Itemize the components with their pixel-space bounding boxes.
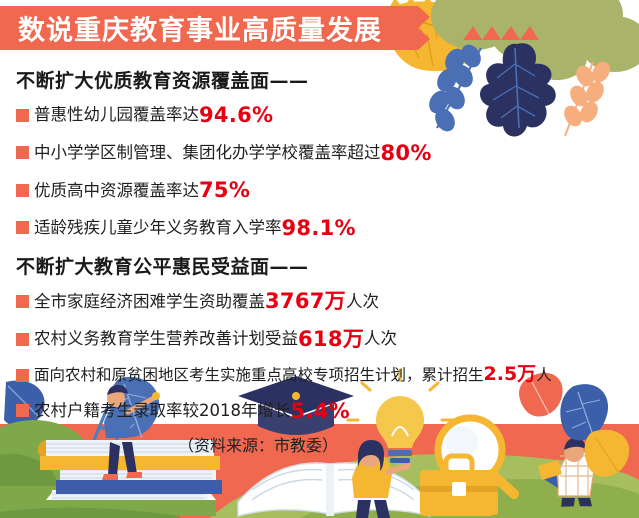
list-item-value: 80% xyxy=(380,140,432,165)
list-item-text: 中小学学区制管理、集团化办学学校覆盖率超过 xyxy=(34,143,381,163)
student-boy-icon xyxy=(538,438,596,518)
list-item: 中小学学区制管理、集团化办学学校覆盖率超过 80% xyxy=(16,137,639,170)
content-area: 不断扩大优质教育资源覆盖面—— 普惠性幼儿园覆盖率达 94.6% 中小学学区制管… xyxy=(0,58,639,432)
list-item-text: 优质高中资源覆盖率达 xyxy=(34,180,199,200)
list-item: 适龄残疾儿童少年义务教育入学率 98.1% xyxy=(16,212,639,245)
page-title: 数说重庆教育事业高质量发展 xyxy=(18,15,382,47)
banner-shape xyxy=(0,6,430,50)
bullet-square-icon xyxy=(16,108,29,122)
list-item-value: 98.1% xyxy=(281,215,356,240)
student-girl-icon xyxy=(352,440,411,518)
list-item: 全市家庭经济困难学生资助覆盖 3767万 人次 xyxy=(16,285,639,318)
section-heading: 不断扩大教育公平惠民受益面—— xyxy=(16,256,309,279)
list-item-value: 75% xyxy=(199,178,251,203)
bullet-square-icon xyxy=(16,404,29,418)
bullet-square-icon xyxy=(16,183,29,197)
list-item-suffix: 人次 xyxy=(345,291,379,311)
coral-zigzag-icon xyxy=(463,26,539,40)
bullet-square-icon xyxy=(16,146,29,160)
list-item: 农村义务教育学生营养改善计划受益 618万 人次 xyxy=(16,323,639,356)
list-item-suffix: 人次 xyxy=(364,329,398,349)
list-item-value: 618万 xyxy=(298,326,365,351)
list-item-text: 农村义务教育学生营养改善计划受益 xyxy=(34,329,298,349)
list-item: 普惠性幼儿园覆盖率达 94.6% xyxy=(16,99,639,132)
bullet-square-icon xyxy=(16,368,29,382)
bullet-square-icon xyxy=(16,294,29,308)
list-item-suffix: 人 xyxy=(536,365,552,384)
list-item: 优质高中资源覆盖率达 75% xyxy=(16,174,639,207)
list-item-text: 全市家庭经济困难学生资助覆盖 xyxy=(34,291,265,311)
list-item-text: 适龄残疾儿童少年义务教育入学率 xyxy=(34,218,282,238)
list-item-text: 农村户籍考生录取率较2018年增长 xyxy=(34,401,291,421)
section-quality-resources: 不断扩大优质教育资源覆盖面—— 普惠性幼儿园覆盖率达 94.6% 中小学学区制管… xyxy=(0,66,639,244)
bullet-square-icon xyxy=(16,221,29,235)
header-banner: 数说重庆教育事业高质量发展 xyxy=(0,6,470,50)
briefcase-icon xyxy=(420,453,498,516)
source-attribution: （资料来源：市教委） xyxy=(178,436,339,455)
green-field-right-icon xyxy=(210,453,639,518)
list-item: 面向农村和原贫困地区考生实施重点高校专项招生计划，累计招生 2.5万 人 xyxy=(16,360,639,389)
bullet-square-icon xyxy=(16,332,29,346)
open-book-icon xyxy=(237,462,431,517)
green-hills-left-icon xyxy=(0,420,194,518)
list-item-value: 3767万 xyxy=(265,289,346,314)
list-item: 农村户籍考生录取率较2018年增长 5.4% xyxy=(16,395,639,428)
list-item-text: 面向农村和原贫困地区考生实施重点高校专项招生计划，累计招生 xyxy=(34,365,484,384)
list-item-value: 94.6% xyxy=(199,103,274,127)
section-heading: 不断扩大优质教育资源覆盖面—— xyxy=(16,70,309,92)
list-item-value: 2.5万 xyxy=(483,363,537,386)
list-item-text: 普惠性幼儿园覆盖率达 xyxy=(34,105,199,125)
list-item-value: 5.4% xyxy=(290,398,350,423)
olive-banana-leaf-icon xyxy=(115,463,197,514)
section-education-equity: 不断扩大教育公平惠民受益面—— 全市家庭经济困难学生资助覆盖 3767万 人次 … xyxy=(0,252,639,427)
grass-edge-icon xyxy=(0,506,639,518)
